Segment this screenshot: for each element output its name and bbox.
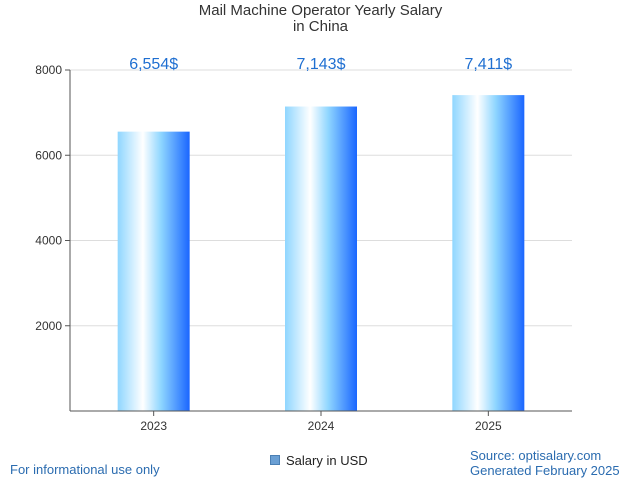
footer-source: Source: optisalary.com: [470, 448, 602, 463]
bar-2023: [117, 131, 190, 412]
legend-label: Salary in USD: [286, 453, 368, 468]
y-tick-label: 2000: [35, 319, 62, 333]
bar-2025: [452, 95, 525, 411]
bars: [117, 95, 525, 412]
chart-title-line-1: Mail Machine Operator Yearly Salary: [198, 2, 443, 19]
y-tick-label: 6000: [35, 148, 62, 162]
chart-title: Mail Machine Operator Yearly Salary in C…: [0, 3, 641, 35]
data-label: 7,143$: [297, 56, 346, 73]
legend: Salary in USD: [270, 453, 368, 468]
axes: [65, 69, 572, 416]
x-tick-label: 2024: [308, 419, 335, 433]
footer-source-block: Source: optisalary.com Generated Februar…: [470, 448, 620, 478]
data-label: 7,411$: [464, 56, 512, 73]
footer-disclaimer: For informational use only: [10, 462, 160, 477]
chart-title-line-2: in China: [292, 18, 349, 35]
y-tick-label: 4000: [35, 234, 62, 248]
bar-2024: [285, 106, 357, 411]
x-tick-label: 2025: [475, 419, 502, 433]
data-label: 6,554$: [129, 56, 178, 73]
legend-swatch: [270, 455, 280, 465]
y-tick-label: 8000: [35, 63, 62, 77]
x-tick-label: 2023: [140, 419, 167, 433]
footer-generated: Generated February 2025: [470, 463, 620, 478]
labels: 2000 4000 6000 8000 2023 6,554$ 2024 7,143$ 2025…: [35, 56, 512, 433]
